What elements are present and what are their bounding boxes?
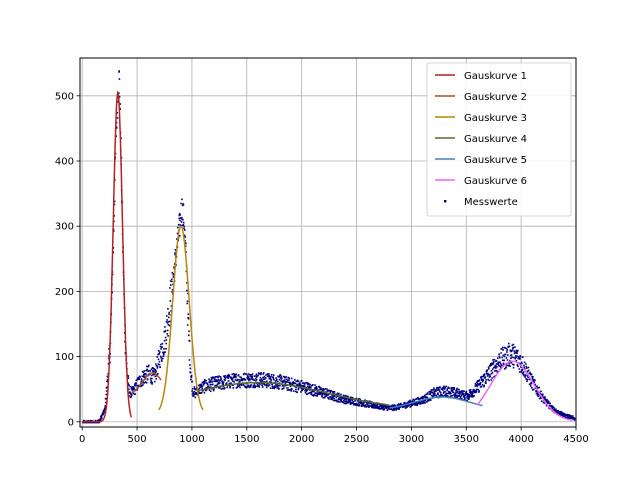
x-tick-label: 3000 <box>399 434 424 445</box>
x-tick-label: 2000 <box>289 434 314 445</box>
legend-label: Gauskurve 1 <box>464 71 527 82</box>
legend-box <box>426 62 572 217</box>
legend-label: Gauskurve 6 <box>464 176 527 187</box>
legend-label: Gauskurve 3 <box>464 113 527 124</box>
y-axis: 0 100 200 300 400 500 <box>55 91 80 428</box>
gauss-curve-3 <box>158 225 204 411</box>
legend-label: Messwerte <box>464 197 518 208</box>
x-tick-label: 2500 <box>344 434 369 445</box>
legend-label: Gauskurve 2 <box>464 92 527 103</box>
gauss-curves <box>82 90 573 423</box>
legend-swatch <box>444 200 447 203</box>
scatter-points <box>82 70 576 424</box>
gauss-curve-5 <box>389 396 483 409</box>
gauss-curve-2 <box>131 372 162 394</box>
y-tick-label: 100 <box>55 352 74 363</box>
x-tick-label: 500 <box>128 434 147 445</box>
legend-label: Gauskurve 5 <box>464 155 527 166</box>
scatter-series-messwerte <box>82 70 576 424</box>
gauss-curve-6 <box>476 360 573 422</box>
axes-frame <box>79 57 577 428</box>
x-tick-label: 4000 <box>508 434 533 445</box>
x-axis: 0 500 1000 1500 2000 2500 3000 3500 4000 4500 <box>79 427 589 445</box>
legend-label: Gauskurve 4 <box>464 134 527 145</box>
gauss-curve-1 <box>82 90 133 423</box>
y-tick-label: 0 <box>68 417 74 428</box>
legend: Gauskurve 1 Gauskurve 2 Gauskurve 3 Gauskur… <box>426 62 572 217</box>
y-tick-label: 200 <box>55 287 74 298</box>
y-tick-label: 300 <box>55 222 74 233</box>
y-tick-label: 400 <box>55 157 74 168</box>
x-tick-label: 0 <box>79 434 85 445</box>
x-tick-label: 1000 <box>179 434 204 445</box>
x-tick-label: 4500 <box>563 434 588 445</box>
y-tick-label: 500 <box>55 91 74 102</box>
x-tick-label: 3500 <box>454 434 479 445</box>
gauss-curve-4 <box>197 381 390 406</box>
x-tick-label: 1500 <box>234 434 259 445</box>
